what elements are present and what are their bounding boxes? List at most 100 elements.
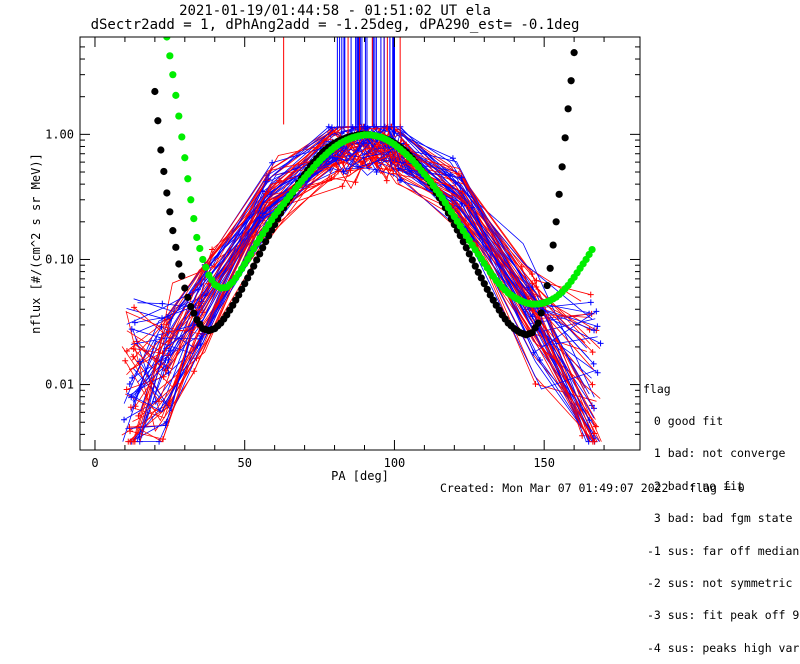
fit-0-point-70: [570, 49, 578, 57]
fit-0-mid-5: [184, 293, 192, 301]
trace-18-mark-0: [123, 386, 130, 393]
fit-0-mid-17: [256, 250, 264, 258]
trace-30: [134, 130, 597, 442]
fit-0-point-55: [480, 280, 488, 288]
y-tick-label-0: 0.01: [45, 378, 74, 392]
fit-0-point-6: [187, 303, 195, 311]
legend-item-7: -4 sus: peaks high var: [647, 640, 800, 655]
fit-1-point-1: [169, 71, 177, 79]
trace-49-mark-6: [365, 150, 372, 157]
trace-62: [132, 127, 590, 442]
fit-1-mid-4: [190, 215, 198, 223]
trace-63: [122, 126, 593, 442]
fit-0-mid-69: [567, 77, 575, 85]
fit-0-point-54: [474, 268, 482, 276]
trace-57-mark-1: [163, 314, 170, 321]
fit-0-mid-53: [471, 262, 479, 270]
fit-1-mid-5: [196, 244, 204, 253]
legend-item-5: -2 sus: not symmetric: [647, 575, 793, 590]
fit-0-mid-0: [154, 117, 162, 125]
fit-0-point-0: [151, 87, 159, 96]
trace-69-mark-4: [328, 124, 335, 131]
trace-15-mark-0: [121, 416, 128, 423]
fit-1-mid-1: [172, 91, 180, 99]
trace-43-mark-11: [591, 327, 598, 334]
trace-55: [130, 155, 596, 442]
fit-0-mid-67: [555, 190, 563, 198]
fit-0-point-3: [169, 227, 177, 235]
footer-created: Created: Mon Mar 07 01:49:07 2022 flag =…: [440, 481, 745, 495]
trace-66-mark-2: [205, 280, 212, 287]
trace-51-mark-1: [162, 357, 169, 364]
trace-67-mark-2: [194, 286, 201, 293]
trace-43-mark-0: [126, 381, 133, 388]
fit-1-point-3: [181, 154, 189, 162]
trace-59-mark-11: [597, 340, 604, 347]
trace-60-mark-9: [449, 201, 456, 208]
fit-0-mid-19: [268, 226, 276, 234]
fit-0-mid-15: [244, 274, 252, 282]
fit-0-point-64: [534, 319, 542, 327]
trace-0-mark-10: [532, 381, 539, 388]
trace-58: [133, 138, 595, 442]
chart-title-line1: 2021-01-19/01:44:58 - 01:51:02 UT ela: [179, 3, 491, 19]
trace-47-mark-11: [590, 360, 597, 367]
trace-8-mark-2: [191, 368, 198, 375]
fit-1-point-2: [175, 112, 183, 120]
x-axis-label: PA [deg]: [331, 469, 389, 483]
trace-16-mark-7: [383, 177, 390, 184]
fit-0-point-2: [163, 189, 171, 197]
x-tick-label-0: 0: [91, 456, 98, 470]
trace-23-mark-11: [594, 369, 601, 376]
fit-0-point-19: [265, 232, 273, 240]
fit-1-point-4: [187, 196, 195, 204]
plot-frame: [79, 36, 641, 451]
trace-38-mark-0: [132, 403, 139, 410]
fit-0-mid-1: [160, 167, 168, 176]
fit-0-point-5: [181, 284, 189, 292]
trace-68-mark-3: [262, 190, 269, 197]
fit-0-mid-70: [574, 25, 581, 32]
fit-0-mid-18: [262, 238, 270, 246]
fit-1-point-6: [199, 255, 207, 264]
legend-item-6: -3 sus: fit peak off 90: [647, 608, 800, 623]
legend-item-1: 1 bad: not converge: [647, 446, 786, 461]
fit-0-mid-3: [172, 243, 180, 251]
trace-38: [135, 126, 601, 407]
fit-0-point-67: [552, 218, 560, 226]
fit-0-mid-54: [477, 274, 485, 282]
trace-68-mark-11: [589, 349, 596, 356]
trace-63-mark-9: [447, 171, 454, 178]
trace-65-mark-11: [586, 417, 593, 424]
fit-0-point-52: [462, 244, 470, 252]
trace-36-mark-10: [529, 280, 536, 287]
trace-66-mark-10: [529, 307, 536, 314]
trace-32-mark-2: [209, 246, 216, 253]
axes: 0 50 100 150 0.01 0.10 1.00 PA [deg] nflux [#/(c…: [29, 36, 641, 483]
trace-62-mark-1: [163, 321, 170, 328]
fit-0-mid-68: [561, 134, 569, 142]
trace-63-mark-6: [360, 140, 367, 147]
fit-0-mid-65: [543, 281, 551, 290]
fit-1-mid-2: [178, 133, 186, 141]
legend-item-3: 3 bad: bad fgm state: [647, 511, 793, 526]
y-tick-label-1: 0.10: [45, 252, 74, 266]
trace-69-mark-11: [593, 308, 600, 315]
trace-69-mark-9: [458, 174, 465, 181]
trace-31: [130, 126, 596, 428]
trace-59-mark-8: [406, 168, 413, 175]
trace-58-mark-11: [591, 438, 598, 445]
fit-0-mid-14: [238, 285, 246, 293]
fit-1-point-0: [163, 37, 171, 41]
trace-50: [135, 143, 595, 443]
fit-0-mid-2: [166, 208, 174, 216]
fit-1-mid-3: [184, 175, 192, 183]
fit-1-point-71: [588, 245, 596, 254]
trace-5-mark-11: [587, 299, 594, 306]
trace-68-mark-1: [165, 328, 172, 335]
fit-0-mid-55: [483, 285, 491, 293]
trace-34-mark-11: [587, 291, 594, 298]
trace-54-mark-8: [390, 170, 397, 177]
trace-67-mark-3: [256, 214, 263, 221]
trace-64-mark-11: [592, 423, 599, 430]
